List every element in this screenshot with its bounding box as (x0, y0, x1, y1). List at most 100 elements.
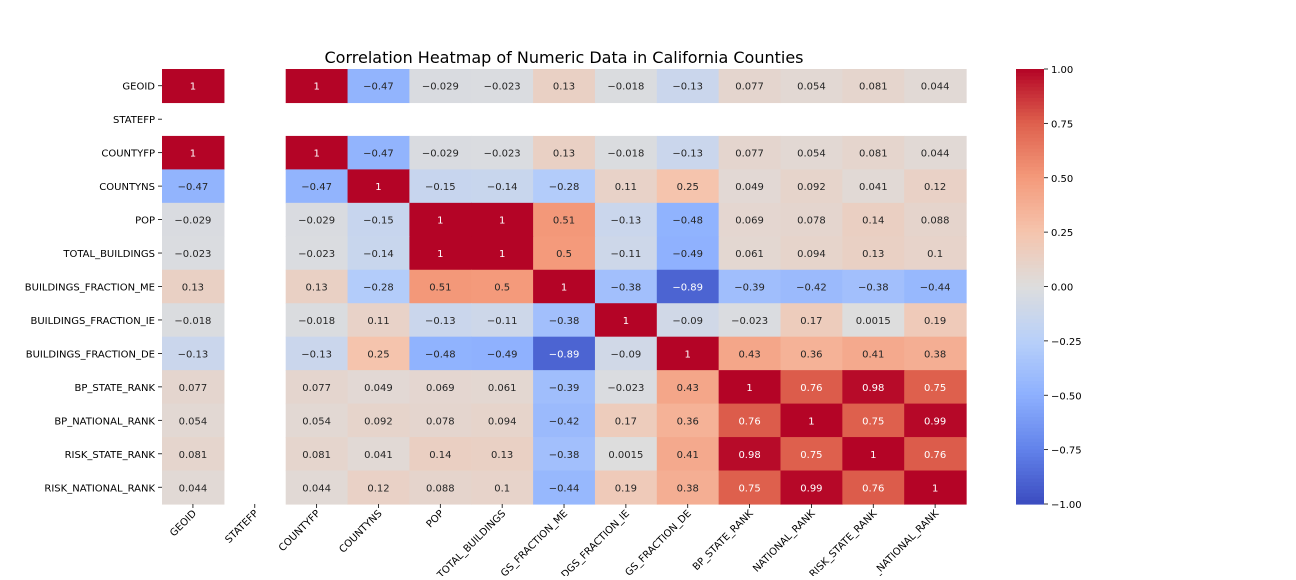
cell-value-label: 0.43 (677, 383, 699, 394)
cell-value-label: 0.5 (556, 249, 572, 260)
heatmap-cell (285, 69, 349, 104)
x-tick-label: NATIONAL_RANK (751, 508, 818, 575)
cell-value-label: −0.49 (487, 349, 518, 360)
heatmap-cell (904, 437, 967, 472)
colorbar-segment (1016, 489, 1044, 494)
heatmap-cell (656, 370, 720, 405)
cell-value-label: −0.39 (734, 282, 765, 293)
heatmap-cell (409, 269, 472, 304)
colorbar-segment (1016, 130, 1044, 135)
cell-value-label: 0.049 (735, 182, 764, 193)
cell-value-label: 0.41 (862, 349, 884, 360)
heatmap-cell (780, 303, 843, 338)
colorbar-segment (1016, 355, 1044, 360)
colorbar-segment (1016, 112, 1044, 117)
colorbar-segment (1016, 496, 1044, 501)
heatmap-cell (285, 269, 349, 304)
cell-value-label: 1 (190, 82, 196, 93)
x-tick-label: POP (425, 508, 447, 530)
cell-value-label: 1 (313, 149, 319, 160)
cell-value-label: −0.13 (301, 349, 332, 360)
colorbar-segment (1016, 377, 1044, 382)
cell-value-label: 0.51 (429, 282, 451, 293)
heatmap-cell (533, 236, 596, 271)
colorbar-segment (1016, 188, 1044, 193)
colorbar-segment (1016, 493, 1044, 498)
heatmap-cell (904, 403, 967, 438)
heatmap-cell (471, 403, 534, 438)
cell-value-label: −0.023 (607, 383, 644, 394)
colorbar-segment (1016, 464, 1044, 469)
cell-value-label: 0.081 (179, 450, 208, 461)
colorbar-segment (1016, 290, 1044, 295)
heatmap-cell (780, 437, 843, 472)
cell-value-label: 0.5 (494, 282, 510, 293)
cell-value-label: −0.89 (672, 282, 703, 293)
cell-value-label: −0.018 (607, 149, 644, 160)
cell-value-label: 0.1 (494, 483, 510, 494)
y-axis: GEOID STATEFP COUNTYFP COUNTYNS POP TOTAL_BUI… (25, 82, 162, 494)
colorbar-segment (1016, 351, 1044, 356)
cell-value-label: 0.041 (859, 182, 888, 193)
heatmap-cell (780, 370, 843, 405)
heatmap-cell (471, 202, 534, 237)
heatmap-cell (594, 236, 658, 271)
cell-value-label: 1 (685, 349, 691, 360)
heatmap-cell (285, 169, 349, 204)
colorbar-segment (1016, 453, 1044, 458)
heatmap-cell (285, 403, 349, 438)
colorbar-segment (1016, 500, 1044, 505)
cell-value-label: −0.13 (672, 82, 703, 93)
colorbar-segment (1016, 94, 1044, 99)
cell-value-label: 0.13 (862, 249, 884, 260)
heatmap-cell (904, 135, 967, 170)
heatmap-cell (904, 303, 967, 338)
cell-value-label: 0.081 (859, 149, 888, 160)
colorbar-tick-label: 0.50 (1051, 174, 1073, 185)
heatmap-cell (718, 303, 782, 338)
colorbar-segment (1016, 406, 1044, 411)
colorbar-segment (1016, 206, 1044, 211)
colorbar-segment (1016, 268, 1044, 273)
heatmap-cell (780, 336, 843, 371)
heatmap-cell (409, 135, 472, 170)
colorbar-segment (1016, 203, 1044, 208)
cell-value-label: −0.15 (363, 216, 394, 227)
heatmap-cell (904, 269, 967, 304)
cell-value-label: 0.11 (615, 182, 637, 193)
x-tick-label: TOTAL_BUILDINGS (435, 508, 508, 576)
cell-value-label: 0.061 (735, 249, 764, 260)
heatmap-cell (718, 370, 782, 405)
heatmap-cell (347, 370, 410, 405)
heatmap-cell (285, 336, 349, 371)
cell-value-label: 0.38 (677, 483, 699, 494)
heatmap-cell (594, 303, 658, 338)
heatmap-cell (347, 135, 410, 170)
colorbar-segment (1016, 199, 1044, 204)
cell-value-label: 0.17 (615, 416, 637, 427)
cell-value-label: −0.13 (611, 216, 642, 227)
cell-value-label: 1 (746, 383, 752, 394)
colorbar-segment (1016, 246, 1044, 251)
colorbar-segment (1016, 395, 1044, 400)
heatmap-cell (842, 437, 905, 472)
cell-value-label: 0.077 (302, 383, 331, 394)
heatmap-cell (471, 470, 534, 505)
heatmap-cell (904, 202, 967, 237)
heatmap-cell (594, 437, 658, 472)
cell-value-label: 0.41 (677, 450, 699, 461)
cell-value-label: −0.023 (484, 82, 521, 93)
heatmap-cell (718, 403, 782, 438)
heatmap-cell (533, 303, 596, 338)
cell-value-label: −0.023 (298, 249, 335, 260)
heatmap-cell (594, 69, 658, 104)
y-tick-label: GEOID (122, 82, 155, 93)
cell-value-label: −0.38 (858, 282, 889, 293)
y-tick-label: POP (135, 216, 155, 227)
cell-value-label: 0.19 (924, 316, 946, 327)
colorbar-segment (1016, 380, 1044, 385)
colorbar-segment (1016, 330, 1044, 335)
heatmap-cell (471, 69, 534, 104)
